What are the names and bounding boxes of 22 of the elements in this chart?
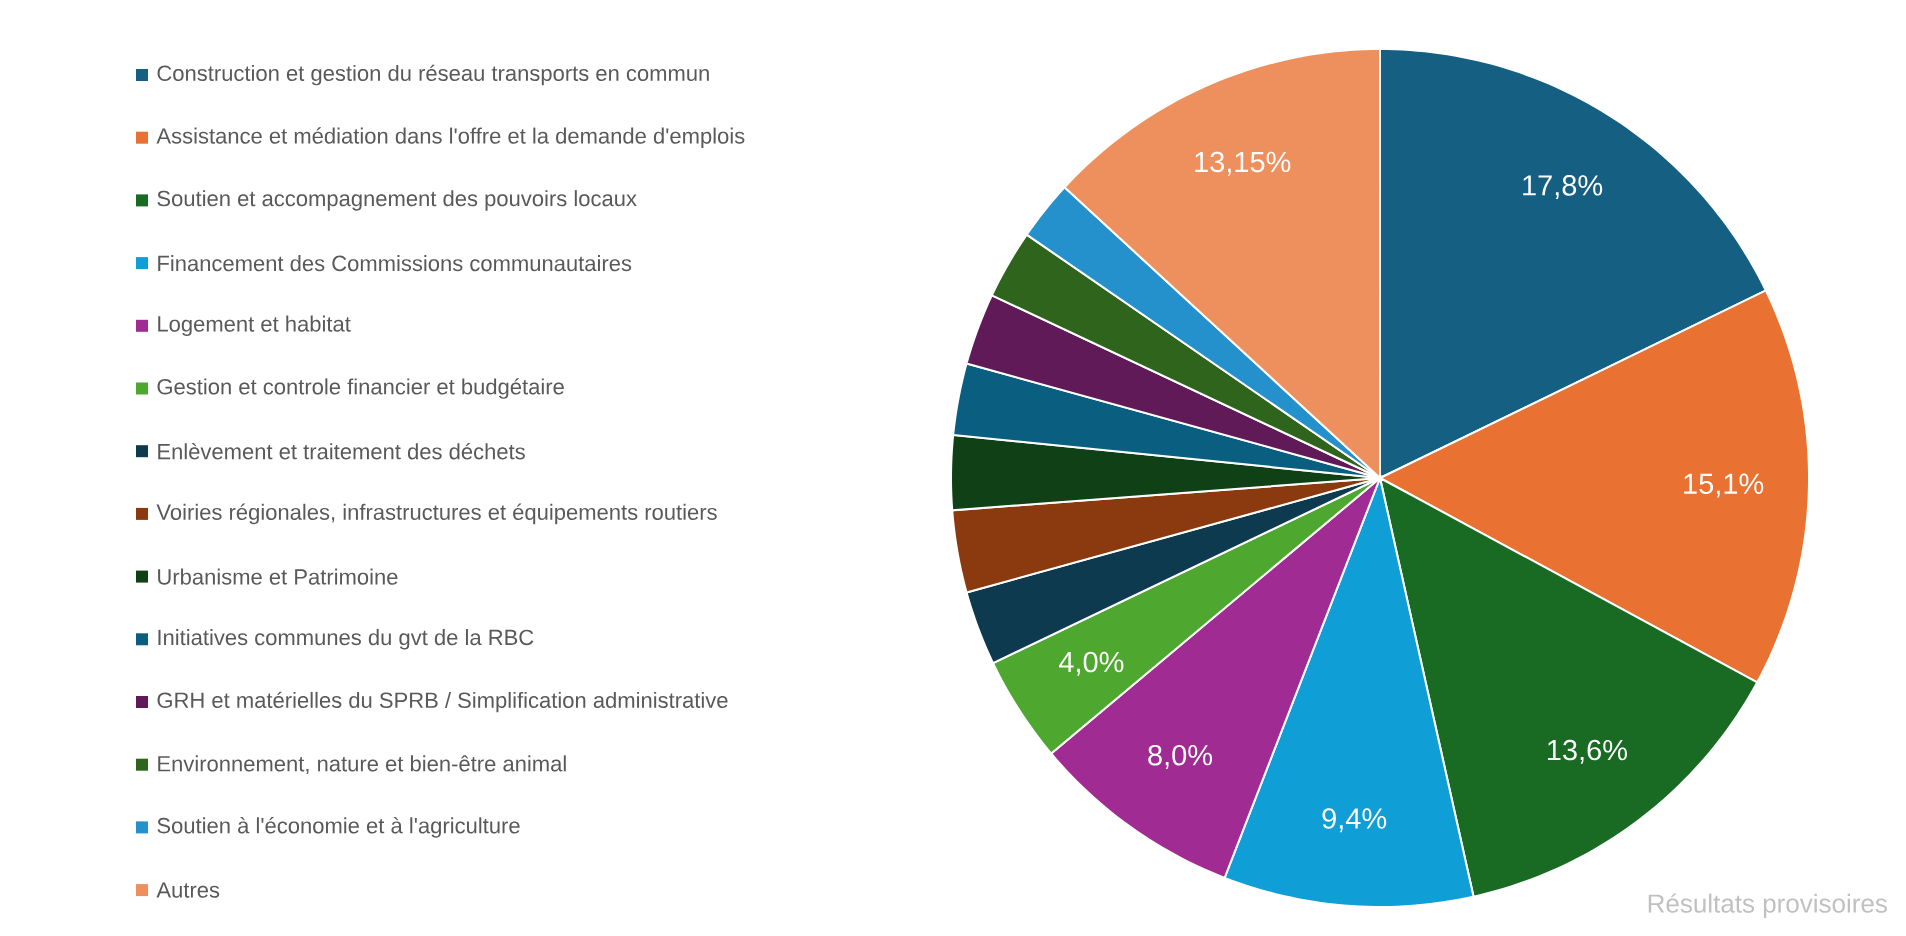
legend-label: Voiries régionales, infrastructures et équipements routiers [156, 503, 717, 525]
data-label: 13,6% [1548, 739, 1628, 764]
data-label: 15,1% [1684, 473, 1764, 498]
legend-label: Initiatives communes du gvt de la RBC [158, 629, 534, 650]
legend-label: Autres [156, 882, 220, 898]
legend-label: Financement des Commissions communautaires [158, 255, 632, 272]
data-label: 8,0% [1148, 744, 1213, 769]
legend-label: Enlèvement et traitement des déchets [158, 443, 525, 460]
legend-label: Assistance et médiation dans l'offre et la demande d'emplois [156, 127, 745, 149]
data-label: 4,0% [1058, 651, 1124, 676]
data-label: 9,4% [1322, 808, 1387, 833]
legend-label: Environnement, nature et bien-être animal [158, 755, 566, 775]
legend-label: Urbanisme et Patrimoine [158, 568, 398, 585]
legend-label: Soutien à l'économie et à l'agriculture [157, 817, 520, 838]
data-label: 13,15% [1195, 151, 1291, 176]
legend-label: GRH et matérielles du SPRB / Simplification administrative [157, 691, 728, 713]
legend-label: Logement et habitat [158, 315, 351, 337]
data-label: 17,8% [1523, 175, 1603, 200]
legend-label: Gestion et controle financier et budgétaire [157, 378, 564, 399]
legend-label: Construction et gestion du réseau transports en commun [157, 64, 709, 86]
text: Résultats provisoires [1648, 893, 1887, 918]
legend-label: Soutien et accompagnement des pouvoirs locaux [157, 190, 637, 211]
